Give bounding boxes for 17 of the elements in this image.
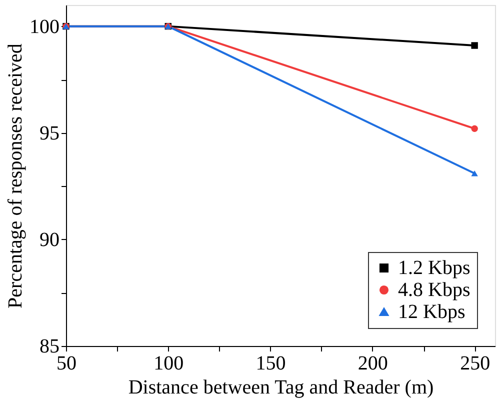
x-tick-label: 100 [154, 352, 184, 374]
y-tick-label: 95 [40, 122, 60, 144]
y-tick-label: 100 [30, 16, 60, 38]
x-tick-label: 250 [460, 352, 490, 374]
legend-label: 1.2 Kbps [398, 257, 470, 279]
x-tick-label: 50 [56, 352, 76, 374]
point [471, 125, 478, 132]
x-tick-label: 200 [358, 352, 388, 374]
point [471, 170, 478, 176]
y-axis-title: Percentage of responses received [4, 44, 26, 308]
y-tick-label: 85 [40, 336, 60, 358]
point [471, 42, 478, 49]
x-tick-label: 150 [256, 352, 286, 374]
legend-label: 4.8 Kbps [398, 279, 470, 301]
legend-label: 12 Kbps [398, 301, 466, 323]
x-axis-title: Distance between Tag and Reader (m) [128, 376, 434, 398]
y-tick-label: 90 [40, 228, 60, 251]
